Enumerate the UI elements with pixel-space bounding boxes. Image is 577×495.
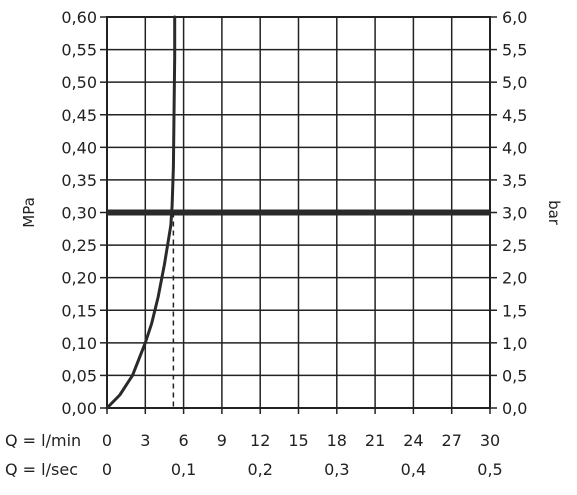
- right-tick-label: 2,0: [502, 269, 527, 288]
- x-lmin-tick-label: 21: [365, 431, 385, 450]
- left-tick-label: 0,25: [61, 236, 97, 255]
- left-tick-label: 0,50: [61, 73, 97, 92]
- left-tick-label: 0,05: [61, 366, 97, 385]
- x-lsec-tick-label: 0,5: [477, 460, 502, 479]
- x-lmin-tick-label: 12: [250, 431, 270, 450]
- x-lmin-tick-label: 24: [403, 431, 423, 450]
- series-line: [105, 15, 177, 410]
- left-tick-label: 0,00: [61, 399, 97, 418]
- right-tick-label: 3,5: [502, 171, 527, 190]
- right-tick-label: 1,5: [502, 301, 527, 320]
- x-lmin-tick-label: 18: [327, 431, 347, 450]
- right-tick-label: 5,5: [502, 41, 527, 60]
- left-tick-label: 0,30: [61, 204, 97, 223]
- x-lmin-tick-label: 30: [480, 431, 500, 450]
- right-tick-label: 4,0: [502, 138, 527, 157]
- left-axis-title: MPa: [20, 197, 38, 228]
- x-lsec-tick-label: 0,1: [171, 460, 196, 479]
- right-tick-label: 6,0: [502, 8, 527, 27]
- left-tick-label: 0,45: [61, 106, 97, 125]
- x-lsec-tick-label: 0,3: [324, 460, 349, 479]
- right-tick-label: 3,0: [502, 204, 527, 223]
- x-lmin-tick-label: 27: [442, 431, 462, 450]
- tick-labels: 0,000,050,100,150,200,250,300,350,400,45…: [61, 8, 527, 479]
- left-tick-label: 0,20: [61, 269, 97, 288]
- chart-marks: [105, 15, 490, 410]
- x-lmin-tick-label: 0: [102, 431, 112, 450]
- left-tick-label: 0,15: [61, 301, 97, 320]
- left-tick-label: 0,60: [61, 8, 97, 27]
- right-axis-title: bar: [545, 200, 563, 226]
- right-tick-label: 0,5: [502, 366, 527, 385]
- x-lmin-tick-label: 6: [179, 431, 189, 450]
- x-lsec-tick-label: 0: [102, 460, 112, 479]
- left-tick-label: 0,10: [61, 334, 97, 353]
- x-lsec-tick-label: 0,2: [247, 460, 272, 479]
- left-tick-label: 0,40: [61, 138, 97, 157]
- x-axis-lsec-title: Q = l/sec: [5, 460, 78, 479]
- x-lmin-tick-label: 3: [140, 431, 150, 450]
- x-lmin-tick-label: 9: [217, 431, 227, 450]
- x-axis-lmin-title: Q = l/min: [5, 431, 81, 450]
- right-tick-label: 5,0: [502, 73, 527, 92]
- right-tick-label: 0,0: [502, 399, 527, 418]
- x-lsec-tick-label: 0,4: [401, 460, 426, 479]
- left-tick-label: 0,55: [61, 41, 97, 60]
- x-lmin-tick-label: 15: [288, 431, 308, 450]
- right-tick-label: 4,5: [502, 106, 527, 125]
- left-tick-label: 0,35: [61, 171, 97, 190]
- right-tick-label: 1,0: [502, 334, 527, 353]
- right-tick-label: 2,5: [502, 236, 527, 255]
